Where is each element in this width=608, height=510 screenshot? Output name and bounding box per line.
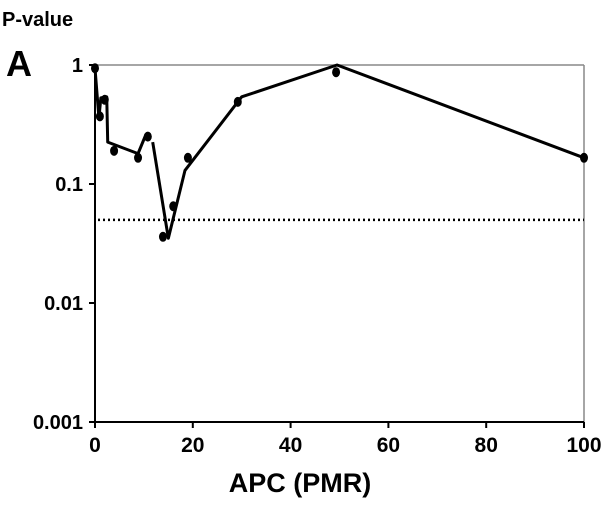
data-point — [134, 152, 143, 163]
x-tick-label: 80 — [475, 434, 498, 457]
y-tick-label: 0.01 — [44, 293, 83, 315]
y-tick-label: 0.001 — [33, 412, 83, 434]
data-point — [158, 231, 167, 242]
x-tick-label: 20 — [181, 434, 204, 457]
y-tick-label: 1 — [72, 55, 83, 77]
x-tick-label: 0 — [89, 434, 101, 457]
data-point — [110, 145, 119, 156]
data-point — [332, 67, 341, 78]
x-tick-label: 40 — [279, 434, 302, 457]
x-tick-label: 100 — [566, 434, 601, 457]
data-point — [143, 131, 152, 142]
panel-label: A — [6, 43, 32, 84]
data-point — [183, 152, 192, 163]
fit-line — [93, 63, 585, 240]
x-axis-label: APC (PMR) — [229, 468, 372, 498]
y-axis-label: P-value — [2, 9, 73, 31]
x-tick-label: 60 — [377, 434, 400, 457]
y-tick-label: 0.1 — [55, 174, 83, 196]
